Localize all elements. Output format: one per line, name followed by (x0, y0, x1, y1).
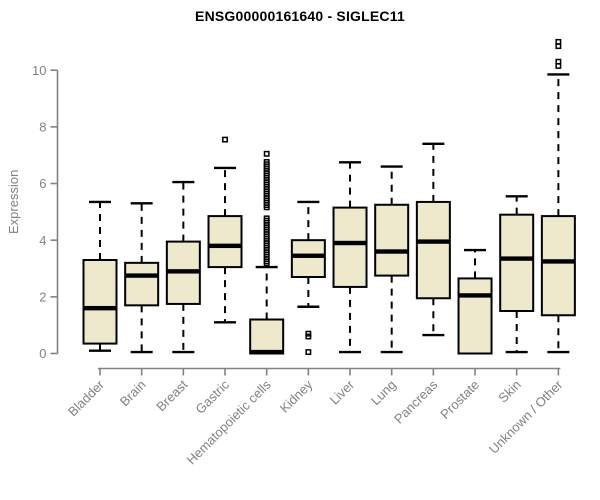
box-unknown-other (540, 215, 576, 317)
outlier-kidney (305, 333, 312, 340)
median-breast (166, 269, 200, 274)
outlier-kidney (305, 349, 312, 356)
x-tick-label: Breast (153, 377, 190, 414)
x-tick-label: Bladder (65, 377, 108, 420)
x-tick-label-group: Gastric (192, 377, 232, 417)
box-kidney (290, 239, 326, 279)
box-skin (499, 213, 535, 313)
x-tick-label: Prostate (437, 377, 482, 422)
box-liver (332, 206, 368, 288)
outlier-unknown-other (555, 43, 562, 50)
x-tick-label: Liver (327, 377, 358, 408)
x-tick-label: Pancreas (391, 377, 441, 427)
median-prostate (458, 293, 492, 298)
median-skin (500, 256, 534, 261)
median-brain (125, 273, 159, 278)
box-hematopoietic-cells (249, 318, 285, 355)
box-brain (124, 261, 160, 307)
y-tick-label: 2 (39, 289, 46, 304)
x-tick-label: Brain (117, 377, 149, 409)
x-tick-label-group: Pancreas (391, 377, 441, 427)
median-kidney (291, 253, 325, 258)
outlier-hematopoietic-cells (263, 204, 270, 211)
median-unknown-other (541, 259, 575, 264)
median-lung (375, 249, 409, 254)
x-tick-label-group: Brain (117, 377, 149, 409)
box-gastric (207, 215, 243, 269)
median-hematopoietic-cells (250, 349, 284, 355)
x-tick-label-group: Breast (153, 377, 190, 414)
y-tick-label: 4 (39, 233, 46, 248)
outlier-hematopoietic-cells (263, 150, 270, 157)
outlier-hematopoietic-cells (263, 260, 270, 267)
x-tick-label-group: Lung (368, 377, 399, 408)
outlier-gastric (222, 136, 228, 143)
x-tick-label: Unknown / Other (486, 377, 566, 457)
x-tick-label-group: Kidney (277, 377, 316, 416)
chart-title: ENSG00000161640 - SIGLEC11 (195, 8, 405, 24)
y-tick-label: 10 (32, 63, 46, 78)
median-bladder (83, 305, 117, 311)
x-tick-label: Lung (368, 377, 399, 408)
y-tick-label: 0 (39, 346, 46, 361)
x-tick-label: Gastric (192, 377, 232, 417)
y-axis-label: Expression (6, 169, 21, 234)
median-liver (333, 240, 367, 246)
x-tick-label-group: Skin (495, 377, 523, 405)
outlier-unknown-other (555, 63, 562, 69)
x-tick-label: Kidney (277, 377, 316, 416)
y-tick-label: 6 (39, 176, 46, 191)
box-prostate (457, 277, 493, 355)
x-tick-label-group: Liver (327, 377, 358, 408)
x-tick-label-group: Bladder (65, 377, 108, 420)
box-bladder (82, 259, 118, 345)
median-gastric (208, 243, 242, 249)
box-lung (374, 203, 410, 277)
y-tick-label: 8 (39, 119, 46, 134)
x-tick-label: Skin (495, 377, 523, 405)
x-tick-label-group: Unknown / Other (486, 377, 566, 457)
box-pancreas (415, 200, 451, 300)
x-tick-label-group: Prostate (437, 377, 482, 422)
median-pancreas (416, 239, 450, 244)
